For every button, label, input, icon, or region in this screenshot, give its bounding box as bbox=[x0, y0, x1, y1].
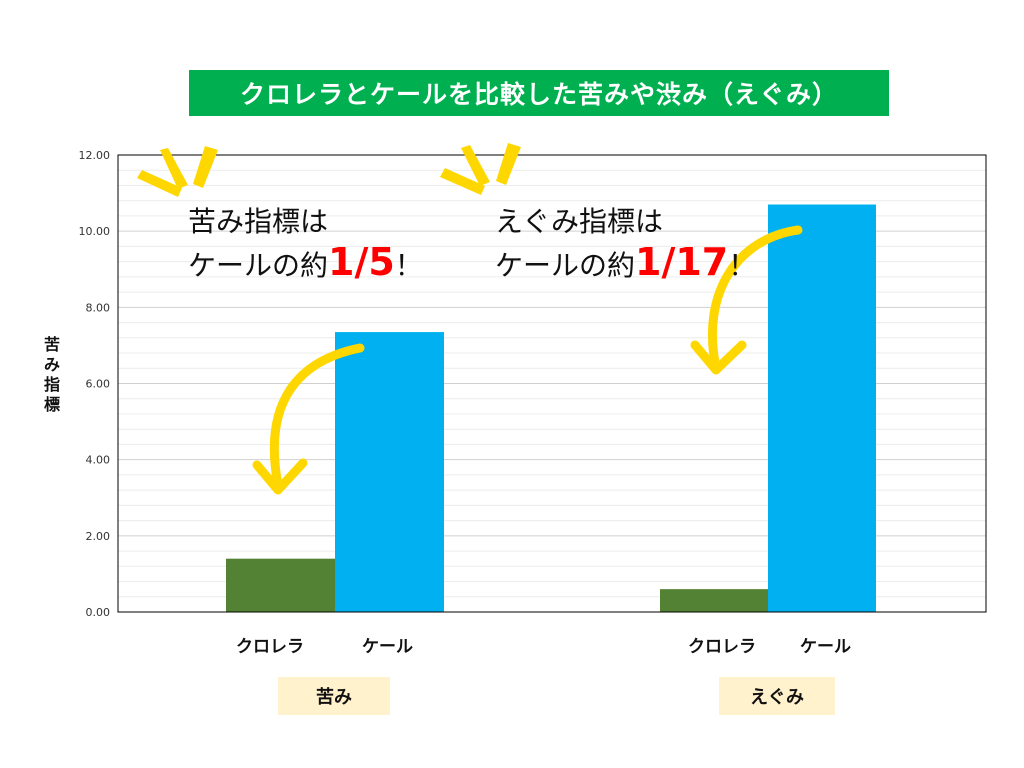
y-tick-label: 8.00 bbox=[86, 301, 111, 314]
arrowhead-icon bbox=[252, 458, 308, 495]
group-label-bitterness: 苦み bbox=[278, 677, 390, 715]
chart-title: クロレラとケールを比較した苦みや渋み（えぐみ） bbox=[189, 70, 889, 116]
bars bbox=[226, 204, 876, 612]
category-label-chlorella: クロレラ bbox=[236, 637, 304, 657]
arrowhead-icon bbox=[690, 340, 747, 375]
group-label-astringency: えぐみ bbox=[719, 677, 835, 715]
y-axis-label-char: 標 bbox=[43, 395, 60, 414]
bar-chlorella-bitterness bbox=[226, 558, 335, 612]
burst-mark-icon bbox=[160, 148, 188, 189]
annotation-astringency: えぐみ指標は ケールの約1/17！ bbox=[495, 202, 756, 286]
plot-frame bbox=[117, 154, 987, 613]
y-axis-label: 苦 み 指 標 bbox=[40, 335, 64, 415]
y-tick-label: 2.00 bbox=[86, 530, 111, 543]
y-tick-label: 12.00 bbox=[79, 149, 111, 162]
burst-mark-icon bbox=[496, 143, 521, 185]
burst-mark-icon bbox=[193, 146, 218, 188]
annotation-line1: えぐみ指標は bbox=[495, 205, 664, 238]
y-axis: 0.00 2.00 4.00 6.00 8.00 10.00 12.00 bbox=[79, 149, 987, 619]
annotation-line2: ケールの約1/5！ bbox=[188, 242, 423, 286]
annotation-bitterness: 苦み指標は ケールの約1/5！ bbox=[188, 202, 423, 286]
annotation-suffix: ！ bbox=[394, 249, 423, 282]
category-label-kale: ケール bbox=[362, 637, 413, 657]
bar-chlorella-astringency bbox=[660, 589, 768, 612]
bar-kale-astringency bbox=[768, 204, 876, 612]
burst-mark-icon bbox=[461, 145, 490, 186]
y-tick-label: 0.00 bbox=[86, 606, 111, 619]
y-tick-label: 10.00 bbox=[79, 225, 111, 238]
decorations bbox=[137, 143, 803, 495]
annotation-suffix: ！ bbox=[728, 249, 757, 282]
annotation-highlight: 1/5 bbox=[328, 240, 395, 284]
annotation-line1: 苦み指標は bbox=[188, 205, 329, 238]
y-tick-label: 6.00 bbox=[86, 378, 111, 391]
annotation-prefix: ケールの約 bbox=[188, 249, 329, 282]
y-axis-label-char: 指 bbox=[43, 375, 60, 394]
curved-arrow-icon bbox=[707, 225, 803, 373]
category-label-chlorella: クロレラ bbox=[688, 637, 756, 657]
burst-mark-icon bbox=[440, 168, 485, 195]
burst-mark-icon bbox=[137, 170, 182, 197]
annotation-prefix: ケールの約 bbox=[495, 249, 636, 282]
category-label-kale: ケール bbox=[800, 637, 851, 657]
y-axis-label-char: み bbox=[43, 355, 60, 374]
annotation-line2: ケールの約1/17！ bbox=[495, 242, 756, 286]
y-axis-label-char: 苦 bbox=[43, 335, 60, 354]
bar-kale-bitterness bbox=[335, 332, 444, 612]
y-tick-label: 4.00 bbox=[86, 454, 111, 467]
annotation-highlight: 1/17 bbox=[635, 240, 729, 284]
curved-arrow-icon bbox=[269, 343, 365, 490]
